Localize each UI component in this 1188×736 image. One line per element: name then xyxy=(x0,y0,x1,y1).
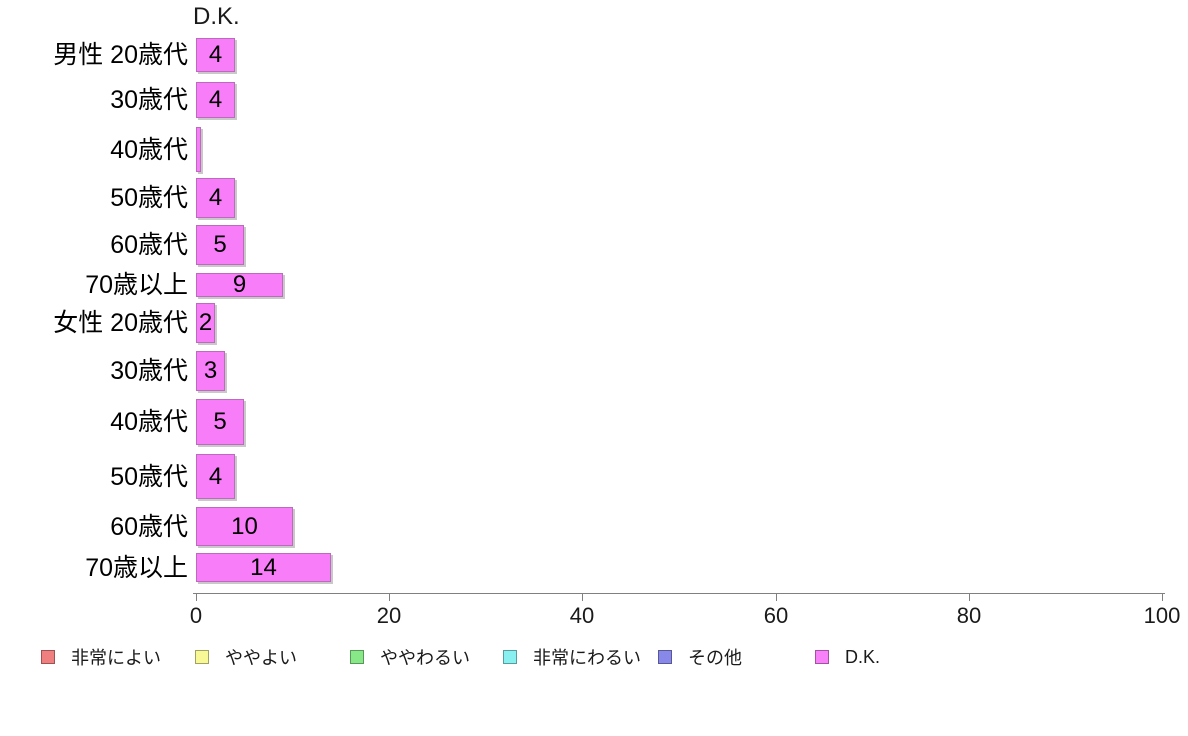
legend-label: その他 xyxy=(688,648,742,668)
legend-swatch xyxy=(41,650,55,664)
legend-swatch xyxy=(503,650,517,664)
legend-item: 非常にわるい xyxy=(503,648,641,668)
x-axis-tick xyxy=(389,594,390,601)
legend-item: その他 xyxy=(658,648,742,668)
bar-value-label: 4 xyxy=(208,462,223,490)
bar: 4 xyxy=(196,454,235,499)
bar: 14 xyxy=(196,553,331,582)
x-axis-tick-label: 20 xyxy=(376,603,402,628)
legend-item: ややよい xyxy=(195,648,297,668)
bar: 10 xyxy=(196,507,293,546)
x-axis-tick-label: 0 xyxy=(189,603,203,628)
legend-label: ややよい xyxy=(225,648,297,668)
category-label: 60歳代 xyxy=(110,513,188,541)
bar-value-label: 2 xyxy=(198,309,213,336)
bar xyxy=(196,127,201,172)
legend-swatch xyxy=(658,650,672,664)
bar: 2 xyxy=(196,303,215,343)
bar: 4 xyxy=(196,178,235,218)
x-axis-tick xyxy=(582,594,583,601)
bar: 5 xyxy=(196,399,244,445)
category-label: 40歳代 xyxy=(110,136,188,164)
legend-item: ややわるい xyxy=(350,648,470,668)
x-axis-tick xyxy=(1162,594,1163,601)
bar-value-label: 4 xyxy=(208,184,223,211)
category-label: 30歳代 xyxy=(110,86,188,114)
legend-label: 非常にわるい xyxy=(533,648,641,668)
category-label: 60歳代 xyxy=(110,231,188,259)
bar-value-label: 5 xyxy=(213,408,227,435)
category-label: 女性 20歳代 xyxy=(53,309,188,337)
legend-label: D.K. xyxy=(845,646,881,667)
bar-value-label: 10 xyxy=(231,512,258,540)
category-label: 50歳代 xyxy=(110,184,188,212)
bar-value-label: 3 xyxy=(203,357,218,384)
legend-label: 非常によい xyxy=(71,648,161,668)
legend-swatch xyxy=(350,650,364,664)
bar: 5 xyxy=(196,225,244,265)
category-label: 40歳代 xyxy=(110,408,188,436)
x-axis-tick-label: 80 xyxy=(956,603,982,628)
legend-label: ややわるい xyxy=(380,648,470,668)
category-label: 50歳代 xyxy=(110,463,188,491)
bar: 4 xyxy=(196,38,235,72)
x-axis-tick-label: 60 xyxy=(763,603,789,628)
bar-value-label: 4 xyxy=(208,41,223,68)
bar: 9 xyxy=(196,271,283,298)
x-axis-line xyxy=(193,593,1165,594)
x-axis-tick xyxy=(196,594,197,601)
bar-value-label: 5 xyxy=(213,231,227,258)
x-axis-tick-label: 40 xyxy=(569,603,595,628)
x-axis-tick xyxy=(776,594,777,601)
legend-item: D.K. xyxy=(815,646,881,667)
legend-swatch xyxy=(195,650,209,664)
bar-value-label: 4 xyxy=(208,86,223,113)
legend-swatch xyxy=(815,650,829,664)
bar-value-label: 14 xyxy=(250,553,277,581)
bar-value-label: 9 xyxy=(232,271,247,298)
category-label: 70歳以上 xyxy=(85,271,188,299)
category-label: 70歳以上 xyxy=(85,554,188,582)
bar: 4 xyxy=(196,82,235,118)
category-label: 30歳代 xyxy=(110,357,188,385)
x-axis-tick-label: 100 xyxy=(1143,603,1181,628)
chart-title: D.K. xyxy=(193,3,240,30)
x-axis-tick xyxy=(969,594,970,601)
bar: 3 xyxy=(196,351,225,391)
category-label: 男性 20歳代 xyxy=(53,41,188,69)
legend-item: 非常によい xyxy=(41,648,161,668)
